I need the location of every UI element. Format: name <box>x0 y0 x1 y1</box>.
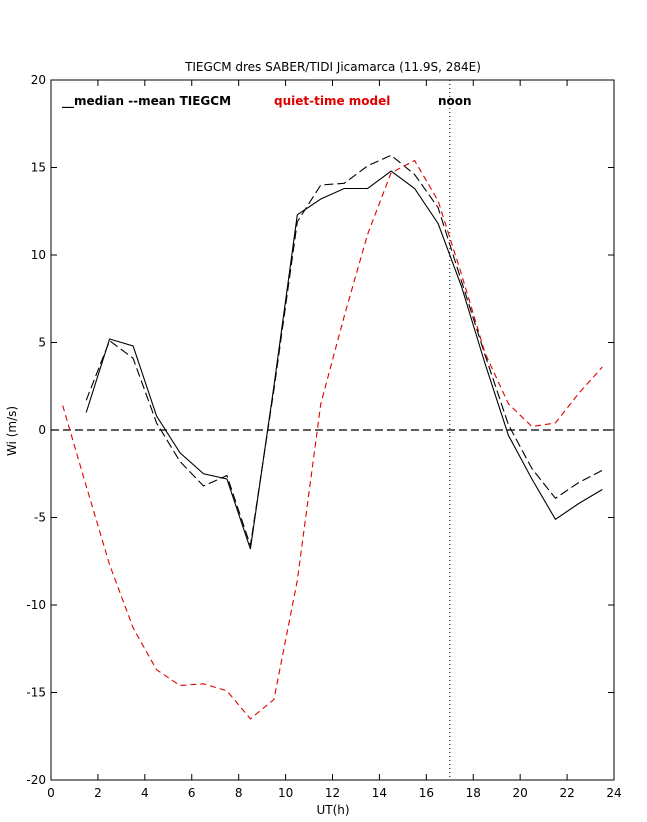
y-tick-label: 15 <box>31 161 46 175</box>
plot-lines <box>51 80 614 780</box>
x-tick-label: 4 <box>141 786 149 800</box>
legend-quiet-time-model: quiet-time model <box>274 94 390 108</box>
x-tick-label: 18 <box>466 786 481 800</box>
x-tick-label: 24 <box>606 786 621 800</box>
x-tick-label: 16 <box>419 786 434 800</box>
series-median-line <box>85 170 603 550</box>
y-axis-label: Wi (m/s) <box>5 406 19 456</box>
x-axis-label: UT(h) <box>316 803 349 817</box>
x-tick-label: 6 <box>188 786 196 800</box>
x-tick-label: 8 <box>235 786 243 800</box>
y-tick-label: 20 <box>31 73 46 87</box>
x-tick-label: 20 <box>513 786 528 800</box>
x-tick-label: 2 <box>94 786 102 800</box>
chart-title: TIEGCM dres SABER/TIDI Jicamarca (11.9S,… <box>184 60 481 74</box>
legend-noon: noon <box>438 94 472 108</box>
y-tick-label: 10 <box>31 248 46 262</box>
legend-median-mean: __median --mean TIEGCM <box>62 94 231 109</box>
y-tick-label: 5 <box>38 336 46 350</box>
x-tick-label: 0 <box>47 786 55 800</box>
x-tick-label: 10 <box>278 786 293 800</box>
y-axis: 20 15 10 5 0 -5 -10 -15 -20 <box>26 73 614 787</box>
series-mean-line <box>85 154 603 546</box>
y-tick-label: -5 <box>34 511 46 525</box>
series-quiet-time-line <box>62 159 603 720</box>
x-axis: 0 2 4 6 8 10 12 14 16 18 20 22 24 <box>47 80 622 800</box>
y-tick-label: -15 <box>26 686 46 700</box>
y-tick-label: 0 <box>38 423 46 437</box>
x-tick-label: 22 <box>559 786 574 800</box>
x-tick-label: 12 <box>325 786 340 800</box>
x-tick-label: 14 <box>372 786 387 800</box>
y-tick-label: -10 <box>26 598 46 612</box>
y-tick-label: -20 <box>26 773 46 787</box>
